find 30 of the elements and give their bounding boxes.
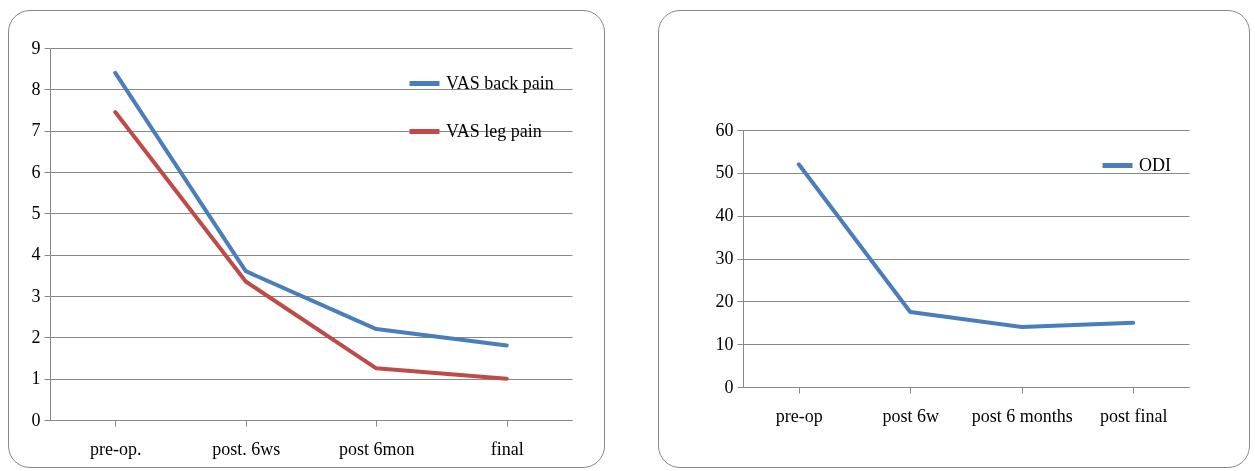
legend-label: ODI — [1139, 154, 1171, 175]
y-tick-label: 50 — [715, 162, 734, 183]
line-series — [113, 110, 509, 381]
legend-label: VAS leg pain — [446, 120, 542, 141]
line-series — [796, 162, 1136, 330]
x-tick-label: post final — [1100, 405, 1168, 426]
y-tick-label: 8 — [31, 78, 41, 99]
x-tick-label: pre-op — [775, 405, 823, 426]
y-tick-label: 40 — [715, 205, 734, 226]
x-tick-label: final — [490, 438, 524, 459]
y-tick-label: 5 — [31, 202, 41, 223]
x-tick-label: post 6w — [882, 405, 940, 426]
y-tick-label: 6 — [31, 161, 41, 182]
y-tick-label: 0 — [724, 376, 734, 397]
y-tick-label: 3 — [31, 285, 41, 306]
y-tick-label: 7 — [31, 120, 41, 141]
x-tick-label: post. 6ws — [212, 438, 281, 459]
x-tick-label: pre-op. — [90, 438, 142, 459]
y-tick-label: 2 — [31, 326, 41, 347]
x-tick-label: post 6 months — [971, 405, 1073, 426]
y-tick-label: 20 — [715, 290, 734, 311]
y-tick-label: 60 — [715, 119, 734, 140]
y-tick-label: 4 — [31, 244, 41, 265]
y-tick-label: 30 — [715, 248, 734, 268]
y-tick-label: 1 — [31, 368, 41, 389]
legend-label: VAS back pain — [446, 72, 554, 93]
y-tick-label: 10 — [715, 333, 734, 354]
y-tick-label: 0 — [31, 409, 41, 430]
x-tick-label: post 6mon — [338, 438, 415, 459]
y-tick-label: 9 — [31, 37, 41, 58]
